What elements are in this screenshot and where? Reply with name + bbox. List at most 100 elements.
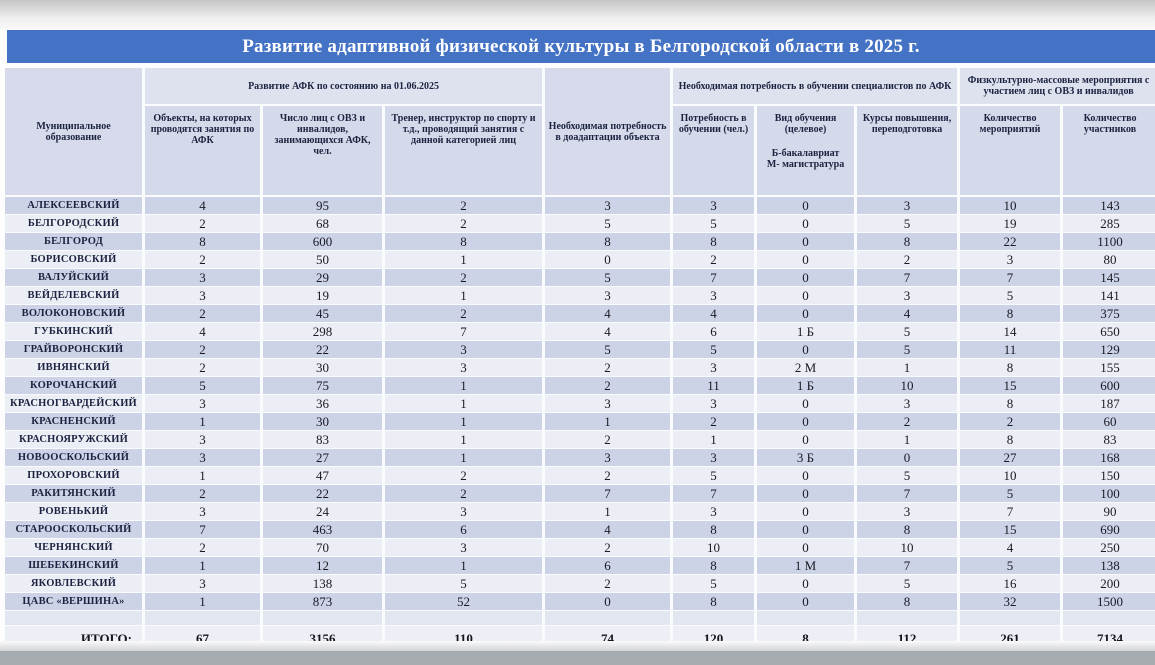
value-cell: 8 <box>960 359 1064 377</box>
value-cell: 0 <box>757 467 858 485</box>
value-cell: 7 <box>960 503 1064 521</box>
header-sub-row: Объекты, на которых проводятся занятия п… <box>5 106 1155 197</box>
value-cell: 3 <box>545 395 674 413</box>
value-cell: 2 <box>145 305 263 323</box>
value-cell: 45 <box>263 305 385 323</box>
value-cell: 187 <box>1063 395 1155 413</box>
spacer-row <box>5 611 1155 626</box>
value-cell: 95 <box>263 197 385 215</box>
value-cell: 5 <box>857 323 961 341</box>
value-cell: 5 <box>673 215 758 233</box>
table-row: ЧЕРНЯНСКИЙ 2 70 3 2 10 0 10 4 250 <box>5 539 1155 557</box>
value-cell: 5 <box>673 341 758 359</box>
value-cell: 5 <box>673 575 758 593</box>
value-cell: 3 <box>673 197 758 215</box>
header-group-row: Муниципальное образование Развитие АФК п… <box>5 68 1155 197</box>
table-row: КОРОЧАНСКИЙ 5 75 1 2 11 1 Б 10 15 600 <box>5 377 1155 395</box>
value-cell: 10 <box>960 467 1064 485</box>
value-cell: 7 <box>857 485 961 503</box>
value-cell: 0 <box>757 197 858 215</box>
value-cell: 3 Б <box>757 449 858 467</box>
municipality-name: ВАЛУЙСКИЙ <box>5 269 145 287</box>
value-cell: 3 <box>857 197 961 215</box>
value-cell: 3 <box>673 395 758 413</box>
value-cell: 0 <box>757 341 858 359</box>
value-cell: 285 <box>1063 215 1155 233</box>
value-cell: 7 <box>960 269 1064 287</box>
value-cell: 12 <box>263 557 385 575</box>
value-cell: 3 <box>145 431 263 449</box>
municipality-name: ПРОХОРОВСКИЙ <box>5 467 145 485</box>
municipality-name: ГРАЙВОРОНСКИЙ <box>5 341 145 359</box>
table-row: ЦАВС «ВЕРШИНА» 1 873 52 0 8 0 8 32 1500 <box>5 593 1155 611</box>
municipality-name: ЯКОВЛЕВСКИЙ <box>5 575 145 593</box>
value-cell: 5 <box>857 215 961 233</box>
table-row: ЯКОВЛЕВСКИЙ 3 138 5 2 5 0 5 16 200 <box>5 575 1155 593</box>
value-cell: 1 <box>145 467 263 485</box>
value-cell: 10 <box>857 377 961 395</box>
value-cell: 1 Б <box>757 323 858 341</box>
value-cell: 5 <box>857 341 961 359</box>
value-cell: 4 <box>145 197 263 215</box>
value-cell: 8 <box>857 593 961 611</box>
value-cell: 32 <box>960 593 1064 611</box>
value-cell: 83 <box>263 431 385 449</box>
header-municipality: Муниципальное образование <box>5 68 145 197</box>
value-cell: 3 <box>857 503 961 521</box>
value-cell: 3 <box>145 575 263 593</box>
value-cell: 6 <box>385 521 546 539</box>
municipality-name: ИВНЯНСКИЙ <box>5 359 145 377</box>
municipality-name: АЛЕКСЕЕВСКИЙ <box>5 197 145 215</box>
value-cell: 8 <box>960 305 1064 323</box>
value-cell: 3 <box>545 287 674 305</box>
value-cell: 24 <box>263 503 385 521</box>
value-cell: 1 <box>385 431 546 449</box>
value-cell: 3 <box>145 395 263 413</box>
municipality-name: КОРОЧАНСКИЙ <box>5 377 145 395</box>
value-cell: 2 <box>385 269 546 287</box>
value-cell: 3 <box>545 197 674 215</box>
value-cell: 2 <box>960 413 1064 431</box>
value-cell: 8 <box>857 521 961 539</box>
value-cell: 0 <box>757 251 858 269</box>
value-cell: 0 <box>757 539 858 557</box>
value-cell: 2 <box>385 485 546 503</box>
header-training-type: Вид обучения (целевое) Б-бакалавриат М- … <box>757 106 858 197</box>
value-cell: 2 <box>145 215 263 233</box>
value-cell: 1 <box>385 449 546 467</box>
value-cell: 10 <box>673 539 758 557</box>
value-cell: 29 <box>263 269 385 287</box>
value-cell: 1 <box>145 593 263 611</box>
table-row: БЕЛГОРОД 8 600 8 8 8 0 8 22 1100 <box>5 233 1155 251</box>
value-cell: 6 <box>545 557 674 575</box>
header-group-specialist-training: Необходимая потребность в обучении специ… <box>673 68 961 106</box>
value-cell: 27 <box>960 449 1064 467</box>
header-persons-count: Число лиц с ОВЗ и инвалидов, занимающихс… <box>263 106 385 197</box>
value-cell: 5 <box>960 557 1064 575</box>
value-cell: 7 <box>673 485 758 503</box>
value-cell: 298 <box>263 323 385 341</box>
value-cell: 375 <box>1063 305 1155 323</box>
municipality-name: ЦАВС «ВЕРШИНА» <box>5 593 145 611</box>
municipality-name: ЧЕРНЯНСКИЙ <box>5 539 145 557</box>
municipality-name: НОВООСКОЛЬСКИЙ <box>5 449 145 467</box>
value-cell: 873 <box>263 593 385 611</box>
value-cell: 1 <box>673 431 758 449</box>
value-cell: 1 <box>145 413 263 431</box>
table-row: ВОЛОКОНОВСКИЙ 2 45 2 4 4 0 4 8 375 <box>5 305 1155 323</box>
slide-bottom-shadow <box>0 641 1155 651</box>
header-group-afk-development: Развитие АФК по состоянию на 01.06.2025 <box>145 68 546 106</box>
value-cell: 2 <box>857 251 961 269</box>
table-row: ГРАЙВОРОНСКИЙ 2 22 3 5 5 0 5 11 129 <box>5 341 1155 359</box>
value-cell: 1 М <box>757 557 858 575</box>
value-cell: 0 <box>757 215 858 233</box>
value-cell: 1 <box>545 503 674 521</box>
value-cell: 22 <box>263 341 385 359</box>
value-cell: 5 <box>857 467 961 485</box>
value-cell: 7 <box>857 557 961 575</box>
slide-title-bar: Развитие адаптивной физической культуры … <box>7 30 1155 63</box>
value-cell: 250 <box>1063 539 1155 557</box>
value-cell: 2 <box>673 251 758 269</box>
value-cell: 3 <box>145 287 263 305</box>
